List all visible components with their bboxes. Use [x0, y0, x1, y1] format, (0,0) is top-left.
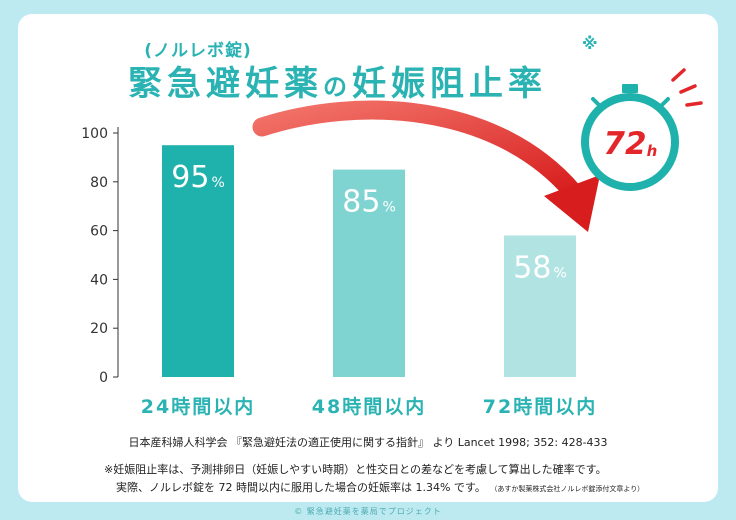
bar-value-label-0: 95%	[171, 160, 225, 195]
bar-chart: 0 20 40 60 80 100 95 % 85 % 58% 72 h	[81, 68, 703, 386]
bar-0	[162, 145, 234, 377]
badge-number: 72	[603, 126, 646, 162]
chart-title: 緊急避妊薬の妊娠阻止率	[128, 56, 547, 105]
bars	[162, 145, 576, 377]
y-tick-label: 100	[81, 126, 108, 142]
bar-value-label-1: 85%	[342, 185, 396, 220]
source-citation: 日本産科婦人科学会 『緊急避妊法の適正使用に関する指針』 より Lancet 1…	[128, 436, 608, 449]
y-axis: 0 20 40 60 80 100	[81, 126, 119, 386]
bar-1	[333, 169, 405, 377]
stopwatch-icon: 72 h	[581, 68, 703, 191]
y-tick-label: 60	[90, 224, 108, 240]
copyright-footer: © 緊急避妊薬を薬局でプロジェクト	[294, 507, 442, 516]
footnote-mark: ※	[582, 34, 598, 53]
chart-card: (ノルレボ錠) 緊急避妊薬の妊娠阻止率 ※ 0 20 40 60 80 100 95% 85…	[18, 14, 718, 502]
y-tick-label: 0	[99, 370, 108, 386]
bar-value-label-2: 58%	[513, 250, 567, 285]
note-line-2: 実際、ノルレボ錠を 72 時間以内に服用した場合の妊娠率は 1.34% です。 （…	[116, 479, 644, 495]
y-tick-label: 80	[90, 175, 108, 191]
trend-arrow-icon	[252, 100, 600, 232]
bar-value-labels: 95 % 85 % 58%	[171, 160, 567, 285]
chart-title-part2: 妊娠阻止率	[352, 64, 547, 104]
category-label-48h: 48時間以内	[311, 396, 427, 418]
badge-unit: h	[647, 142, 658, 160]
y-tick-label: 40	[90, 272, 108, 288]
note-line-2-text: 実際、ノルレボ錠を 72 時間以内に服用した場合の妊娠率は 1.34% です。	[116, 481, 486, 494]
bar-2	[504, 235, 576, 377]
chart-subtitle: (ノルレボ錠)	[144, 41, 252, 61]
note-line-2-source: （あすか製薬株式会社ノルレボ錠添付文章より）	[493, 485, 645, 493]
chart-title-no: の	[323, 73, 352, 101]
category-label-72h: 72時間以内	[482, 396, 598, 418]
note-line-1: ※妊娠阻止率は、予測排卵日（妊娠しやすい時期）と性交日との差などを考慮して算出し…	[104, 463, 607, 476]
category-label-24h: 24時間以内	[140, 396, 256, 418]
y-tick-label: 20	[90, 321, 108, 337]
chart-title-part1: 緊急避妊薬	[128, 64, 323, 104]
